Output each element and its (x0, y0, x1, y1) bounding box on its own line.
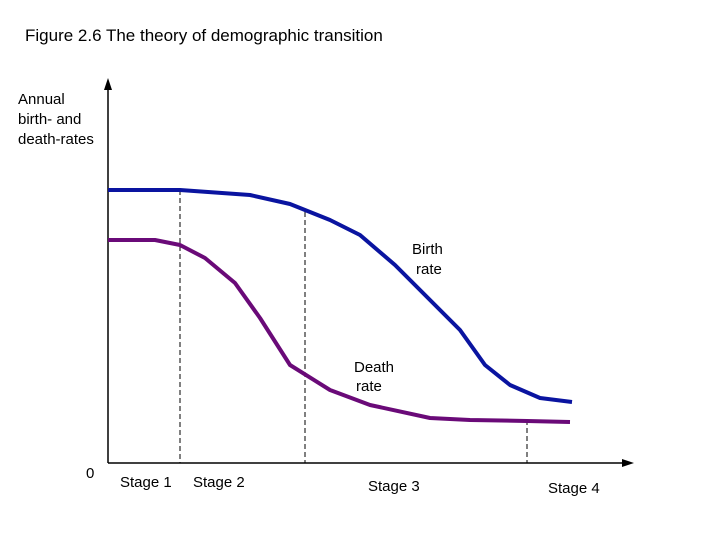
stage-label: Stage 4 (548, 480, 600, 497)
stage-label: Stage 3 (368, 478, 420, 495)
curve-label: Birth (412, 241, 443, 258)
origin-label: 0 (86, 465, 94, 482)
y-arrow (104, 78, 112, 90)
curve-label: rate (356, 378, 382, 395)
y-axis-label: Annual (18, 91, 65, 108)
stage-label: Stage 1 (120, 474, 172, 491)
x-arrow (622, 459, 634, 467)
birth-rate-curve (108, 188, 573, 404)
title: Figure 2.6 The theory of demographic tra… (25, 26, 383, 45)
curve-label: Death (354, 359, 394, 376)
death-rate-curve (108, 238, 571, 424)
stage-label: Stage 2 (193, 474, 245, 491)
y-axis-label: birth- and (18, 111, 81, 128)
y-axis-label: death-rates (18, 131, 94, 148)
curve-label: rate (416, 261, 442, 278)
